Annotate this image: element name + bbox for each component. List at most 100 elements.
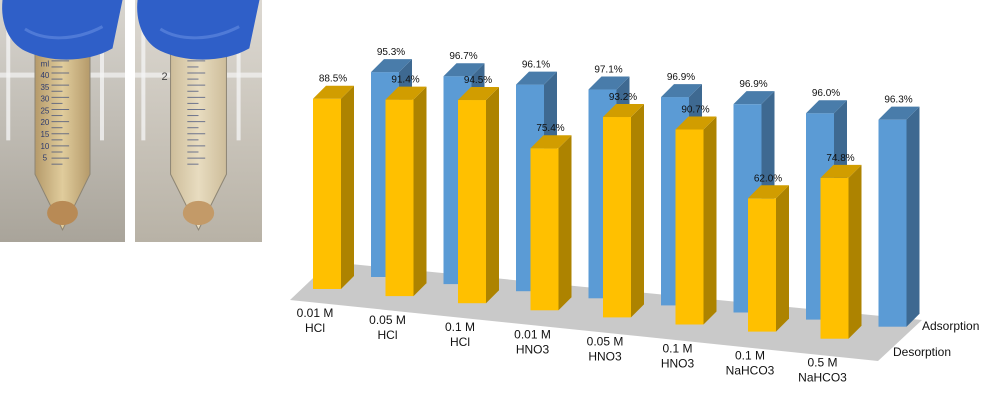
category-label: 0.5 M bbox=[807, 356, 837, 370]
bar-front-face bbox=[820, 177, 849, 339]
photo-image: 2 bbox=[135, 0, 262, 242]
category-label: 0.05 M bbox=[587, 334, 624, 348]
scale-label: 35 bbox=[40, 83, 49, 92]
bar-front-face bbox=[313, 98, 341, 289]
sediment bbox=[182, 200, 215, 226]
scale-label: 5 bbox=[43, 154, 48, 163]
bar-front-face bbox=[675, 129, 704, 325]
data-label: 88.5% bbox=[319, 74, 347, 85]
bar-top-face bbox=[820, 164, 862, 178]
bar-front-face bbox=[603, 117, 631, 318]
category-label: HNO3 bbox=[661, 357, 695, 371]
desorption-bar bbox=[675, 116, 717, 325]
bar-front-face bbox=[748, 198, 776, 332]
bar-top-face bbox=[530, 135, 572, 149]
bar-top-face bbox=[443, 63, 485, 77]
bar-top-face bbox=[806, 100, 847, 114]
scale-label: 10 bbox=[40, 142, 49, 151]
data-label: 93.2% bbox=[609, 92, 637, 103]
bar-side-face bbox=[558, 135, 572, 311]
bar-side-face bbox=[486, 87, 499, 304]
bar-top-face bbox=[878, 106, 920, 120]
bar-side-face bbox=[703, 116, 717, 325]
data-label: 97.1% bbox=[594, 65, 622, 76]
data-label: 96.3% bbox=[884, 95, 912, 106]
bar-top-face bbox=[371, 59, 412, 73]
category-label: HCl bbox=[450, 335, 470, 349]
bar-side-face bbox=[341, 85, 354, 289]
desorption-bar bbox=[385, 86, 427, 297]
desorption-bar bbox=[603, 104, 644, 318]
glove bbox=[137, 0, 260, 60]
glove-highlight bbox=[24, 25, 104, 40]
data-label: 94.5% bbox=[464, 75, 492, 86]
category-label: NaHCO3 bbox=[726, 364, 775, 378]
category-label: NaHCO3 bbox=[798, 371, 847, 385]
scale-label: 40 bbox=[40, 71, 49, 80]
bar-top-face bbox=[675, 116, 717, 130]
category-label: HCl bbox=[305, 321, 325, 335]
data-label: 96.0% bbox=[812, 88, 840, 99]
scale-label: ml bbox=[41, 59, 50, 68]
bar-side-face bbox=[848, 164, 862, 339]
bar-top-face bbox=[603, 104, 644, 118]
category-label: 0.1 M bbox=[662, 342, 692, 356]
bar-top-face bbox=[733, 91, 775, 105]
sediment bbox=[47, 200, 78, 226]
series-label: Desorption bbox=[893, 345, 951, 359]
desorption-bar bbox=[530, 135, 572, 311]
data-label: 96.1% bbox=[522, 60, 550, 71]
glove bbox=[2, 0, 123, 60]
bar-top-face bbox=[313, 85, 354, 99]
bar-top-face bbox=[516, 71, 557, 85]
bar-side-face bbox=[413, 86, 427, 297]
bar-top-face bbox=[588, 76, 630, 90]
rack-wire bbox=[100, 19, 104, 141]
rack-wire bbox=[141, 19, 146, 141]
data-label: 62.0% bbox=[754, 173, 782, 184]
data-label: 91.4% bbox=[391, 75, 419, 86]
bar-side-face bbox=[776, 185, 789, 332]
bar-top-face bbox=[661, 84, 702, 98]
bar-top-face bbox=[748, 185, 789, 199]
bar-front-face bbox=[530, 148, 559, 311]
scale-label: 15 bbox=[40, 130, 49, 139]
data-label: 90.7% bbox=[681, 104, 709, 115]
category-label: HNO3 bbox=[516, 342, 550, 356]
bar-side-face bbox=[906, 106, 920, 327]
category-label: 0.1 M bbox=[735, 349, 765, 363]
data-label: 96.7% bbox=[449, 51, 477, 62]
category-label: HNO3 bbox=[588, 349, 622, 363]
scale-label: 20 bbox=[40, 118, 49, 127]
bar-front-face bbox=[878, 119, 907, 327]
photo-image: 5045ml403530252015105 bbox=[0, 0, 125, 242]
bar-top-face bbox=[458, 87, 499, 101]
rack-wire bbox=[6, 19, 11, 141]
glove-highlight bbox=[159, 25, 240, 40]
category-label: HCl bbox=[378, 328, 398, 342]
category-label: 0.1 M bbox=[445, 320, 475, 334]
adsorption-bar bbox=[878, 106, 920, 327]
data-label: 75.4% bbox=[536, 123, 564, 134]
category-label: 0.05 M bbox=[369, 313, 406, 327]
rack-wire bbox=[236, 19, 241, 141]
data-label: 74.8% bbox=[826, 153, 854, 164]
category-label: 0.01 M bbox=[297, 306, 334, 320]
desorption-bar bbox=[820, 164, 862, 339]
tube-photo-after: 2 bbox=[135, 0, 262, 242]
bar-front-face bbox=[385, 99, 414, 297]
desorption-bar bbox=[313, 85, 354, 289]
desorption-bar bbox=[748, 185, 789, 332]
scale-label: 30 bbox=[40, 95, 49, 104]
scale-label: 25 bbox=[40, 106, 49, 115]
bar-front-face bbox=[458, 100, 486, 304]
bar-side-face bbox=[631, 104, 644, 318]
data-label: 96.9% bbox=[667, 72, 695, 83]
category-label: 0.01 M bbox=[514, 327, 551, 341]
tube-photo-before: 5045ml403530252015105 bbox=[0, 0, 125, 242]
data-label: 95.3% bbox=[377, 47, 405, 58]
bar-top-face bbox=[385, 86, 427, 100]
desorption-bar bbox=[458, 87, 499, 304]
